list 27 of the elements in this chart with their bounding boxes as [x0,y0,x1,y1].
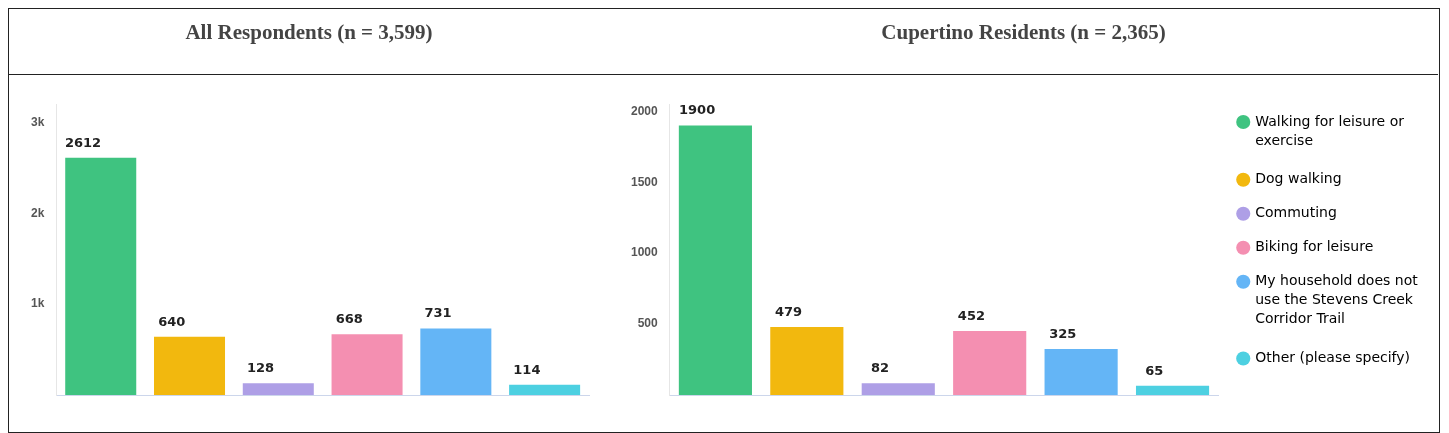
y-tick-label: 2000 [630,103,659,118]
data-label: 731 [424,305,452,321]
legend-label: My household does not use the Stevens Creek Corridor Trail [1255,272,1419,327]
data-label: 1900 [679,102,716,118]
y-tick-label: 500 [637,316,659,331]
y-tick-label: 1500 [630,174,659,189]
data-label: 2612 [64,134,102,150]
chart-title: All Respondents (n = 3,599) [9,9,609,75]
data-label: 65 [1145,362,1164,378]
data-label: 479 [774,303,803,319]
data-label: 640 [158,313,186,329]
legend-label: Biking for leisure [1255,238,1374,255]
y-tick-label: 3k [30,114,45,129]
legend-label: Dog walking [1255,170,1342,187]
legend-label: Commuting [1255,204,1337,221]
data-label: 128 [246,360,275,376]
legend-label: Other (please specify) [1255,349,1411,366]
y-tick-label: 1000 [630,245,659,260]
legend-label: Walking for leisure or exercise [1255,112,1405,148]
data-label: 325 [1049,325,1077,341]
data-label: 668 [335,311,363,327]
chart-title: Cupertino Residents (n = 2,365) [609,9,1438,75]
y-tick-label: 2k [30,205,45,220]
data-label: 114 [513,361,541,377]
y-tick-label: 1k [30,296,45,311]
data-label: 82 [870,360,890,376]
data-label: 452 [957,307,985,323]
